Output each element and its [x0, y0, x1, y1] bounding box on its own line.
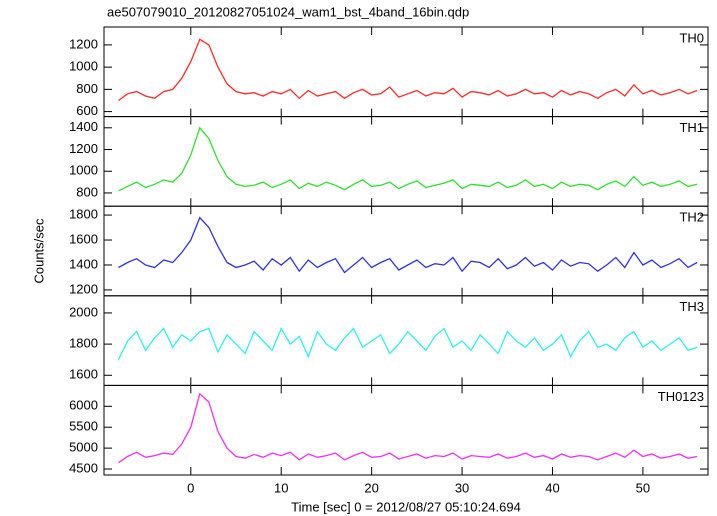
y-tick-label: 1600	[69, 367, 98, 382]
panel-frame	[103, 384, 709, 476]
panel-label: TH1	[679, 120, 704, 135]
x-tick-label: 20	[364, 480, 378, 495]
panel-frame	[103, 205, 709, 297]
panel-label: TH2	[679, 210, 704, 225]
x-tick-label: 40	[545, 480, 559, 495]
y-tick-label: 1800	[69, 336, 98, 351]
y-tick-label: 1600	[69, 231, 98, 246]
y-tick-label: 1800	[69, 206, 98, 221]
y-tick-label: 1200	[69, 281, 98, 296]
panel-label: TH3	[679, 299, 704, 314]
y-tick-label: 5500	[69, 419, 98, 434]
x-tick-label: 0	[187, 480, 194, 495]
chart-title: ae507079010_20120827051024_wam1_bst_4ban…	[107, 4, 469, 19]
data-line	[118, 392, 698, 464]
panel-frame	[103, 116, 709, 207]
x-axis-label: Time [sec] 0 = 2012/08/27 05:10:24.694	[291, 499, 521, 514]
y-tick-label: 4500	[69, 460, 98, 475]
y-tick-label: 1400	[69, 119, 98, 134]
panel-label: TH0	[679, 30, 704, 45]
y-tick-label: 800	[76, 81, 98, 96]
y-tick-label: 1200	[69, 141, 98, 156]
panel-label: TH0123	[658, 389, 704, 404]
y-axis-label: Counts/sec	[31, 218, 46, 284]
x-tick-label: 10	[274, 480, 288, 495]
data-line	[118, 126, 698, 192]
y-tick-label: 6000	[69, 398, 98, 413]
y-tick-label: 1000	[69, 163, 98, 178]
y-tick-label: 1400	[69, 256, 98, 271]
data-line	[118, 38, 698, 102]
y-tick-label: 1000	[69, 59, 98, 74]
y-tick-label: 5000	[69, 440, 98, 455]
x-tick-label: 30	[455, 480, 469, 495]
y-tick-label: 600	[76, 103, 98, 118]
panel-frame	[103, 295, 709, 386]
y-tick-label: 2000	[69, 304, 98, 319]
y-tick-label: 800	[76, 184, 98, 199]
panel-frame	[103, 26, 709, 118]
data-line	[118, 216, 698, 274]
x-tick-label: 50	[636, 480, 650, 495]
y-tick-label: 1200	[69, 36, 98, 51]
data-line	[117, 327, 698, 360]
